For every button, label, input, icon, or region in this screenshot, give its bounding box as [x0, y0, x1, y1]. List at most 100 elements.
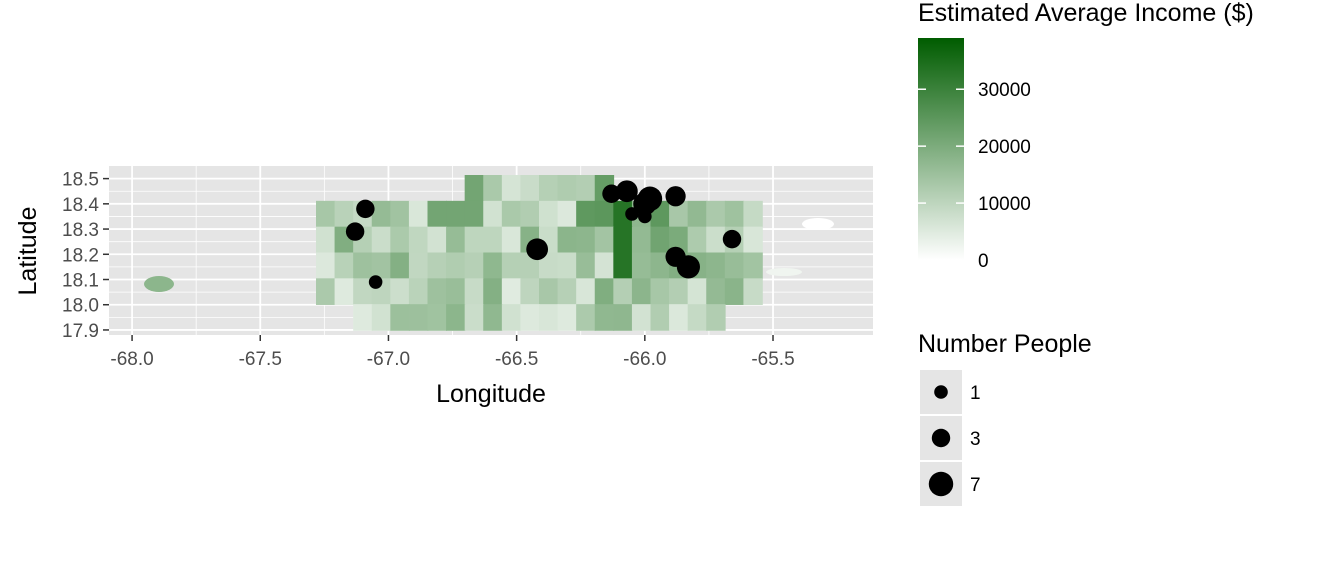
- municipality-region: [427, 226, 447, 254]
- data-point: [665, 186, 686, 207]
- municipality-region: [483, 304, 503, 331]
- x-tick-label: -66.5: [495, 349, 538, 370]
- data-point: [602, 184, 621, 203]
- municipality-region: [631, 278, 652, 305]
- municipality-region: [501, 252, 522, 280]
- y-tick-label: 18.0: [62, 296, 99, 317]
- municipality-region: [353, 304, 373, 331]
- municipality-region: [613, 304, 633, 331]
- data-point: [368, 275, 383, 289]
- size-legend-label: 3: [970, 429, 981, 450]
- x-tick-label: -65.5: [751, 349, 794, 370]
- municipality-region: [446, 252, 466, 280]
- municipality-region: [353, 252, 373, 280]
- x-tick-label: -67.0: [367, 349, 410, 370]
- mona-island: [144, 276, 174, 292]
- municipality-region: [464, 226, 485, 254]
- culebra-island: [802, 218, 834, 230]
- size-legend-dot: [928, 471, 954, 497]
- municipality-region: [371, 200, 392, 228]
- fill-legend-title: Estimated Average Income ($): [918, 0, 1254, 27]
- municipality-region: [464, 304, 485, 331]
- municipality-region: [334, 200, 354, 228]
- municipality-region: [446, 226, 466, 254]
- municipality-region: [390, 200, 410, 228]
- municipality-region: [706, 252, 726, 280]
- size-legend: 1 3 7: [920, 370, 981, 506]
- municipality-region: [539, 278, 559, 305]
- municipality-region: [390, 278, 410, 305]
- municipality-region: [743, 200, 763, 228]
- municipality-region: [650, 278, 670, 305]
- municipality-region: [669, 304, 689, 331]
- municipality-region: [483, 226, 503, 254]
- municipality-region: [520, 278, 540, 305]
- y-axis-title: Latitude: [14, 207, 42, 296]
- municipality-region: [371, 252, 392, 280]
- municipality-region: [353, 278, 373, 305]
- municipality-region: [631, 226, 652, 254]
- municipality-region: [631, 304, 652, 331]
- municipality-region: [743, 252, 763, 280]
- people-points: [345, 180, 742, 289]
- municipality-region: [539, 252, 559, 280]
- x-tick-label: -67.5: [239, 349, 282, 370]
- x-axis-title: Longitude: [436, 380, 546, 408]
- y-tick-label: 17.9: [62, 321, 99, 342]
- data-point: [722, 229, 742, 249]
- municipality-region: [520, 200, 540, 228]
- municipality-region: [539, 304, 559, 331]
- data-point: [638, 209, 652, 224]
- municipality-region: [408, 226, 429, 254]
- municipality-region: [687, 200, 708, 228]
- municipality-region: [390, 304, 410, 331]
- municipality-region: [594, 200, 615, 228]
- municipality-region: [706, 200, 726, 228]
- municipality-region: [576, 252, 596, 280]
- data-point: [526, 238, 549, 261]
- municipality-region: [687, 304, 708, 331]
- data-point: [676, 255, 700, 279]
- municipality-region: [706, 226, 726, 254]
- y-tick-label: 18.4: [62, 195, 99, 216]
- municipality-region: [501, 304, 522, 331]
- municipality-region: [390, 226, 410, 254]
- data-point: [637, 186, 663, 212]
- municipality-region: [334, 252, 354, 280]
- municipality-region: [576, 200, 596, 228]
- municipality-region: [427, 252, 447, 280]
- data-point: [616, 180, 638, 203]
- municipality-region: [371, 226, 392, 254]
- municipality-region: [316, 252, 336, 280]
- municipality-region: [724, 278, 745, 305]
- municipality-region: [594, 226, 615, 254]
- y-tick-label: 18.5: [62, 170, 99, 191]
- municipality-region: [687, 278, 708, 305]
- municipality-region: [669, 200, 689, 228]
- municipality-region: [743, 226, 763, 254]
- municipality-region: [334, 278, 354, 305]
- size-legend-label: 1: [970, 383, 981, 404]
- size-legend-dot: [931, 428, 951, 448]
- fill-legend-ticks: 0 10000 20000 30000: [918, 80, 1031, 272]
- municipality-region: [408, 200, 429, 228]
- municipality-region: [669, 226, 689, 254]
- size-legend-dot: [934, 385, 948, 399]
- municipality-region: [594, 304, 615, 331]
- municipality-region: [557, 304, 577, 331]
- x-tick-label: -68.0: [110, 349, 153, 370]
- municipality-region: [464, 252, 485, 280]
- municipality-region: [501, 200, 522, 228]
- municipality-region: [408, 252, 429, 280]
- municipality-region: [446, 304, 466, 331]
- municipality-region: [650, 226, 670, 254]
- vieques-island: [766, 268, 802, 276]
- y-tick-label: 18.1: [62, 271, 99, 292]
- fill-legend-colorbar: [918, 38, 964, 260]
- municipality-region: [539, 175, 559, 202]
- municipality-region: [483, 252, 503, 280]
- municipality-region: [371, 304, 392, 331]
- municipality-region: [316, 200, 336, 228]
- municipality-region: [743, 278, 763, 305]
